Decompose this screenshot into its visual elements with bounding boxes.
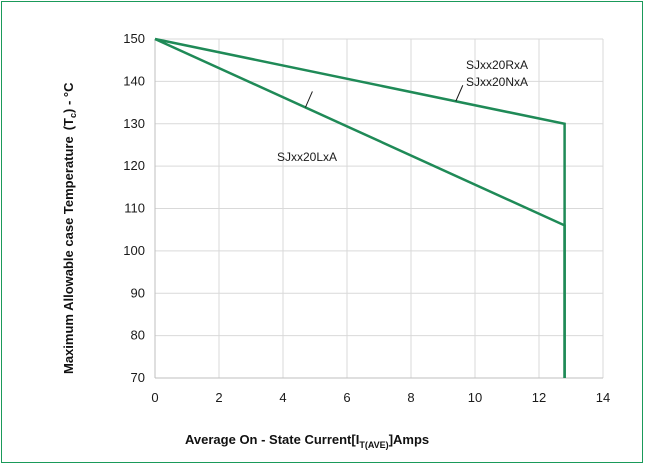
x-tick-label: 14 [596,390,610,405]
y-tick-label: 110 [124,201,145,216]
y-axis-label: Maximum Allowable case Temperature (Tc) -… [61,82,78,374]
series-label-sjxx20nxa: SJxx20NxA [466,75,528,89]
y-tick-label: 100 [123,243,145,258]
x-tick-label: 6 [343,390,350,405]
plot-axes [154,39,603,379]
series-label-sjxx20rxa: SJxx20RxA [466,58,528,72]
x-axis-label: Average On - State Current[IT(AVE)]Amps [185,432,429,450]
x-tick-label: 4 [279,390,286,405]
x-tick-label: 0 [151,390,158,405]
y-tick-label: 140 [123,73,145,88]
y-tick-label: 120 [123,158,145,173]
x-axis-label-tail: ]Amps [389,432,429,447]
x-tick-label: 2 [215,390,222,405]
x-axis-label-main: Average On - State Current[I [185,432,359,447]
y-tick-label: 130 [123,116,145,131]
y-axis-label-paren-close: ) [61,109,76,113]
series-label-sjxx20lxa: SJxx20LxA [277,150,337,164]
y-axis-label-paren-open: (T [61,118,76,130]
series-lines [154,37,566,378]
y-axis-label-main: Maximum Allowable case Temperature [61,136,76,374]
grid-lines [155,38,604,378]
y-tick-label: 150 [123,31,145,46]
series-line-sjxx20lxa [154,37,566,378]
leader-sjxx20lxa [304,91,313,108]
y-tick-labels: 70 80 90 100 110 120 130 140 150 [123,31,145,385]
x-axis-label-subscript: T(AVE) [359,440,388,450]
annotation-leaders [304,85,464,108]
y-tick-label: 90 [131,285,145,300]
x-tick-labels: 0 2 4 6 8 10 12 14 [151,390,610,405]
y-tick-label: 80 [131,328,145,343]
x-tick-label: 12 [532,390,546,405]
x-tick-label: 10 [468,390,482,405]
y-axis-label-subscript: c [68,113,78,118]
x-tick-label: 8 [407,390,414,405]
leader-sjxx20rxa [455,85,464,102]
y-axis-label-unit: - °C [61,82,76,109]
y-tick-label: 70 [131,370,145,385]
